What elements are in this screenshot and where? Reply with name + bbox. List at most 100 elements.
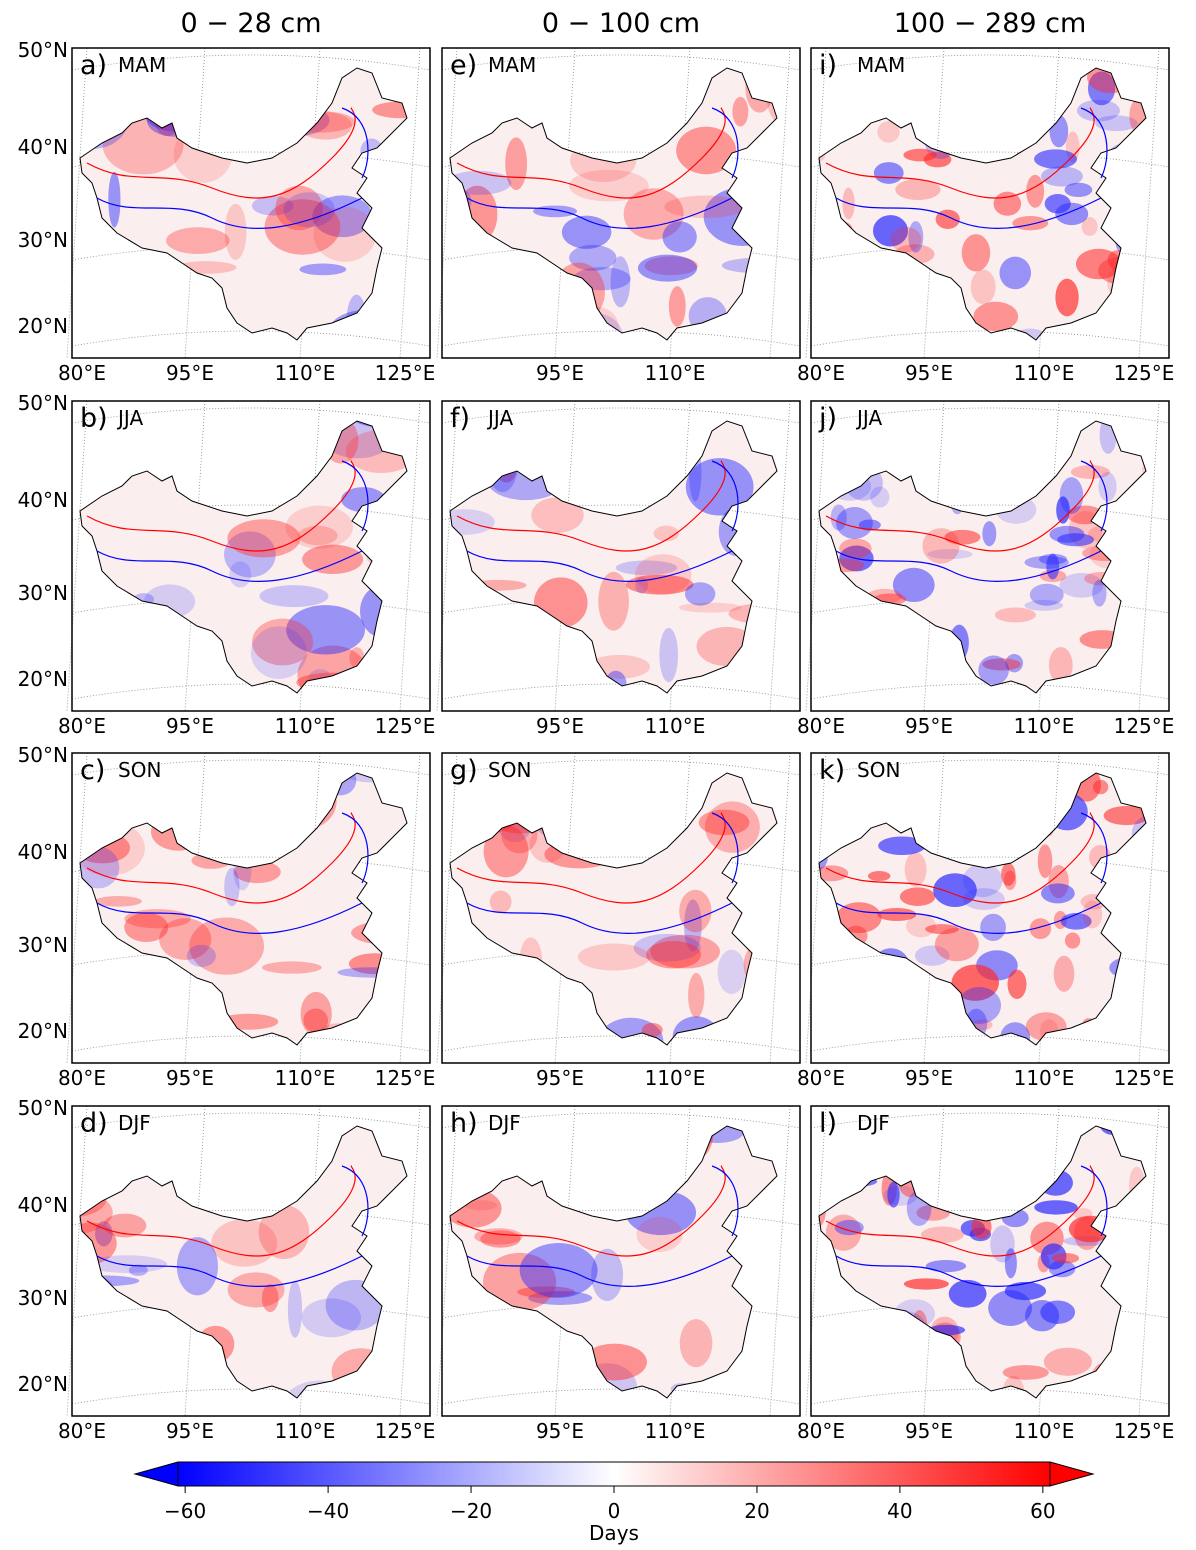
anomaly-patch bbox=[1133, 421, 1146, 423]
panel-season: SON bbox=[488, 758, 531, 782]
anomaly-patch bbox=[360, 584, 407, 638]
anomaly-patch bbox=[704, 801, 760, 853]
graticule bbox=[441, 1302, 801, 1319]
anomaly-patch bbox=[1082, 545, 1129, 561]
anomaly-patch bbox=[861, 252, 878, 274]
anomaly-patch bbox=[935, 644, 965, 678]
anomaly-patch bbox=[325, 1279, 386, 1331]
anomaly-patch bbox=[1148, 1219, 1183, 1236]
anomaly-patch bbox=[1038, 1126, 1055, 1158]
graticule bbox=[399, 400, 421, 712]
anomaly-patch bbox=[597, 1150, 659, 1192]
anomaly-patch bbox=[213, 493, 227, 504]
anomaly-patch bbox=[372, 101, 407, 119]
anomaly-patch bbox=[918, 678, 960, 693]
anomaly-patch bbox=[80, 297, 93, 340]
anomaly-patch bbox=[897, 1164, 923, 1197]
lon-label: 110°E bbox=[1014, 1066, 1075, 1090]
anomaly-patch bbox=[261, 1284, 279, 1313]
anomaly-patch bbox=[591, 1248, 624, 1302]
lon-label: 80°E bbox=[58, 361, 106, 385]
lon-label: 80°E bbox=[797, 714, 845, 738]
panel-season: MAM bbox=[118, 53, 166, 77]
anomaly-patch bbox=[977, 335, 1025, 340]
anomaly-patch bbox=[935, 209, 960, 230]
anomaly-patch bbox=[1115, 229, 1146, 259]
anomaly-patch bbox=[924, 1157, 965, 1174]
lon-label: 125°E bbox=[1114, 1066, 1175, 1090]
graticule bbox=[71, 759, 431, 776]
map-panel: i) MAM bbox=[805, 47, 1170, 359]
map-panel: g) SON bbox=[436, 752, 801, 1064]
anomaly-patch bbox=[1116, 659, 1146, 678]
anomaly-patch bbox=[1024, 600, 1064, 611]
zone-line-red bbox=[86, 460, 356, 552]
anomaly-patch bbox=[980, 913, 1006, 941]
anomaly-patch bbox=[1089, 845, 1111, 870]
anomaly-patch bbox=[676, 126, 737, 175]
zone-line-red bbox=[86, 812, 356, 904]
panel-season: JJA bbox=[855, 406, 882, 430]
anomaly-patch bbox=[474, 1023, 536, 1045]
graticule bbox=[441, 244, 801, 261]
lon-label: 95°E bbox=[536, 714, 584, 738]
anomaly-patch bbox=[450, 509, 495, 535]
anomaly-patch bbox=[836, 902, 882, 934]
anomaly-patch bbox=[80, 610, 125, 643]
anomaly-patch bbox=[721, 258, 777, 273]
graticule bbox=[71, 1302, 431, 1319]
anomaly-patch bbox=[286, 605, 366, 655]
anomaly-patch bbox=[877, 96, 891, 114]
anomaly-patch bbox=[852, 1146, 868, 1180]
anomaly-patch bbox=[548, 781, 596, 840]
zone-line-blue bbox=[96, 1165, 369, 1287]
anomaly-patch bbox=[80, 430, 117, 479]
anomaly-patch bbox=[544, 840, 615, 869]
anomaly-patch bbox=[975, 82, 989, 109]
anomaly-patch bbox=[858, 975, 881, 1011]
anomaly-patch bbox=[263, 1042, 297, 1045]
panel-label: e) bbox=[450, 50, 477, 81]
lon-label: 80°E bbox=[58, 714, 106, 738]
anomaly-patch bbox=[1092, 579, 1107, 607]
anomaly-patch bbox=[489, 890, 512, 914]
panel-season: DJF bbox=[857, 1111, 890, 1135]
anomaly-patch bbox=[877, 268, 891, 288]
anomaly-patch bbox=[1010, 781, 1033, 803]
anomaly-patch bbox=[843, 79, 885, 116]
anomaly-patch bbox=[569, 244, 617, 271]
panel-season: JJA bbox=[116, 406, 143, 430]
panel-label: a) bbox=[80, 50, 107, 81]
anomaly-patch bbox=[1029, 583, 1064, 606]
lat-label: 50°N bbox=[18, 391, 68, 415]
anomaly-patch bbox=[708, 1374, 753, 1398]
anomaly-patch bbox=[1087, 68, 1135, 94]
anomaly-patch bbox=[990, 1225, 1015, 1263]
graticule bbox=[441, 1388, 801, 1405]
anomaly-patch bbox=[1103, 806, 1146, 826]
anomaly-patch bbox=[742, 1204, 777, 1254]
anomaly-patch bbox=[835, 1126, 850, 1158]
graticule bbox=[441, 1112, 801, 1129]
anomaly-patch bbox=[1002, 1365, 1049, 1380]
map-panel: k) SON bbox=[805, 752, 1170, 1064]
colorbar-extend-high bbox=[1049, 1461, 1095, 1487]
lon-label: 125°E bbox=[1114, 714, 1175, 738]
panel-season: SON bbox=[118, 758, 161, 782]
anomaly-patch bbox=[1057, 533, 1095, 547]
graticule bbox=[71, 597, 431, 614]
anomaly-patch bbox=[81, 255, 157, 268]
panel-frame bbox=[71, 400, 431, 712]
anomaly-patch bbox=[373, 156, 403, 187]
anomaly-patch bbox=[80, 1002, 93, 1025]
anomaly-patch bbox=[999, 256, 1032, 290]
anomaly-patch bbox=[887, 1181, 900, 1208]
anomaly-patch bbox=[927, 1324, 966, 1336]
anomaly-patch bbox=[955, 110, 976, 138]
anomaly-patch bbox=[106, 431, 163, 443]
anomaly-patch bbox=[1121, 909, 1146, 926]
anomaly-patch bbox=[961, 234, 991, 272]
anomaly-patch bbox=[450, 634, 474, 654]
anomaly-patch bbox=[872, 948, 910, 982]
anomaly-patch bbox=[356, 317, 407, 340]
